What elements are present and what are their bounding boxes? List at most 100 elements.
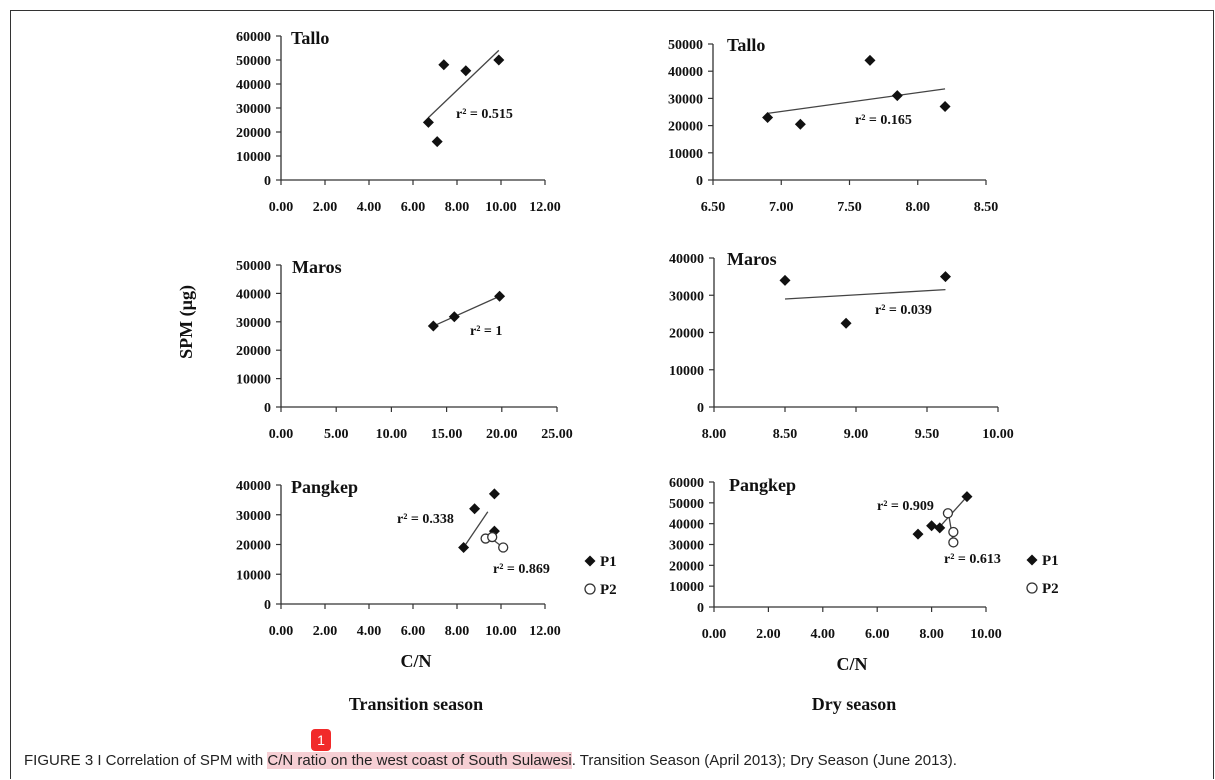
x-tick-label: 4.00 [357, 200, 382, 215]
legend-marker-open-circle [584, 583, 596, 595]
data-point-open-circle [948, 537, 959, 548]
y-tick-label: 20000 [669, 327, 704, 342]
legend-label: P2 [1042, 581, 1059, 597]
r-squared-annotation: r² = 0.338 [397, 512, 454, 527]
x-tick-label: 10.00 [485, 624, 517, 639]
x-tick-label: 0.00 [269, 624, 294, 639]
panel-title: Tallo [291, 28, 329, 48]
x-tick-label: 8.00 [445, 200, 470, 215]
y-tick-label: 50000 [236, 54, 271, 69]
caption-highlight[interactable]: C/N ratio on the west coast of South Sul… [267, 752, 572, 769]
x-tick-label: 10.00 [485, 200, 517, 215]
x-tick-label: 8.00 [445, 624, 470, 639]
x-tick-label: 6.50 [701, 200, 726, 215]
x-tick-label: 8.00 [906, 200, 931, 215]
data-point-diamond [840, 317, 852, 329]
scatter-panel-1: 0.00 2.00 4.00 6.00 8.00 10.00 12.00 0 10000 2000… [236, 28, 561, 215]
x-tick-label: 7.00 [769, 200, 794, 215]
y-tick-label: 10000 [236, 568, 271, 583]
figure-frame [10, 10, 1214, 779]
data-point-diamond [488, 488, 500, 500]
season-label-dry: Dry season [812, 694, 897, 714]
x-tick-label: 2.00 [313, 200, 338, 215]
x-tick-label: 10.00 [970, 627, 1002, 642]
x-tick-label: 2.00 [756, 627, 781, 642]
y-tick-label: 20000 [236, 344, 271, 359]
figure-canvas: SPM (µg) C/N C/N Transition season Dry s… [176, 28, 1059, 714]
data-point-diamond [469, 503, 481, 515]
r-squared-annotation: r² = 0.039 [875, 303, 932, 318]
y-tick-label: 30000 [668, 92, 703, 107]
legend-label: P2 [600, 582, 617, 598]
trendline [939, 496, 968, 528]
x-tick-label: 15.00 [431, 427, 463, 442]
data-point-diamond [422, 116, 434, 128]
data-point-diamond [934, 522, 946, 534]
data-point-diamond [427, 320, 439, 332]
annotation-marker-badge[interactable]: 1 [311, 729, 331, 751]
scatter-panel-2: 6.50 7.00 7.50 8.00 8.50 0 10000 20000 30000 4000… [668, 35, 998, 215]
y-tick-label: 20000 [236, 126, 271, 141]
x-tick-label: 4.00 [811, 627, 836, 642]
y-tick-label: 10000 [669, 364, 704, 379]
data-point-diamond [493, 54, 505, 66]
data-point-open-circle [498, 542, 509, 553]
y-tick-label: 20000 [668, 120, 703, 135]
data-point-diamond [494, 290, 506, 302]
y-tick-label: 40000 [669, 252, 704, 267]
x-tick-label: 12.00 [529, 200, 561, 215]
trendline [767, 88, 946, 115]
data-point-diamond [762, 111, 774, 123]
scatter-panel-3: 0.00 5.00 10.00 15.00 20.00 25.00 0 10000 20000 3… [236, 257, 573, 442]
figure-caption: FIGURE 3 I Correlation of SPM with C/N r… [24, 752, 957, 769]
x-tick-label: 5.00 [324, 427, 349, 442]
data-point-diamond [926, 520, 938, 532]
trendline [427, 49, 500, 119]
data-point-diamond [431, 136, 443, 148]
x-tick-label: 8.50 [974, 200, 999, 215]
x-tick-label: 9.50 [915, 427, 940, 442]
r-squared-annotation: r² = 0.613 [944, 552, 1001, 567]
legend-label: P1 [1042, 553, 1059, 569]
r-squared-annotation: r² = 1 [470, 324, 502, 339]
x-tick-label: 20.00 [486, 427, 518, 442]
y-tick-label: 40000 [669, 518, 704, 533]
y-tick-label: 50000 [668, 38, 703, 53]
legend-label: P1 [600, 554, 617, 570]
x-tick-label: 25.00 [541, 427, 573, 442]
y-tick-label: 50000 [669, 497, 704, 512]
data-point-open-circle [942, 508, 954, 519]
panel-title: Maros [292, 257, 342, 277]
data-point-diamond [458, 541, 470, 553]
x-tick-label: 12.00 [529, 624, 561, 639]
data-point-diamond [864, 54, 876, 66]
x-tick-label: 8.00 [702, 427, 727, 442]
y-tick-label: 10000 [669, 580, 704, 595]
r-squared-annotation: r² = 0.515 [456, 107, 513, 122]
x-tick-label: 8.50 [773, 427, 798, 442]
caption-prefix: FIGURE 3 I Correlation of SPM with [24, 752, 268, 769]
y-tick-label: 40000 [236, 287, 271, 302]
trendline [433, 295, 500, 327]
x-tick-label: 8.00 [919, 627, 944, 642]
data-point-diamond [912, 528, 924, 540]
data-point-diamond [939, 271, 951, 283]
x-tick-label: 2.00 [313, 624, 338, 639]
x-tick-label: 7.50 [837, 200, 862, 215]
data-point-diamond [448, 311, 460, 323]
panel-title: Tallo [727, 35, 765, 55]
x-tick-label: 10.00 [376, 427, 408, 442]
r-squared-annotation: r² = 0.165 [855, 113, 912, 128]
legend-marker-open-circle [1026, 582, 1038, 594]
trendline [463, 511, 489, 548]
legend-marker-diamond [584, 555, 596, 567]
x-tick-label: 0.00 [269, 427, 294, 442]
scatter-panel-4: 8.00 8.50 9.00 9.50 10.00 0 10000 20000 30000 400… [669, 249, 1014, 442]
x-tick-label: 9.00 [844, 427, 869, 442]
y-tick-label: 40000 [236, 479, 271, 494]
caption-suffix: . Transition Season (April 2013); Dry Se… [571, 752, 957, 769]
trendline [784, 289, 946, 300]
y-tick-label: 0 [697, 401, 704, 416]
data-point-diamond [939, 101, 951, 113]
y-tick-label: 30000 [236, 102, 271, 117]
